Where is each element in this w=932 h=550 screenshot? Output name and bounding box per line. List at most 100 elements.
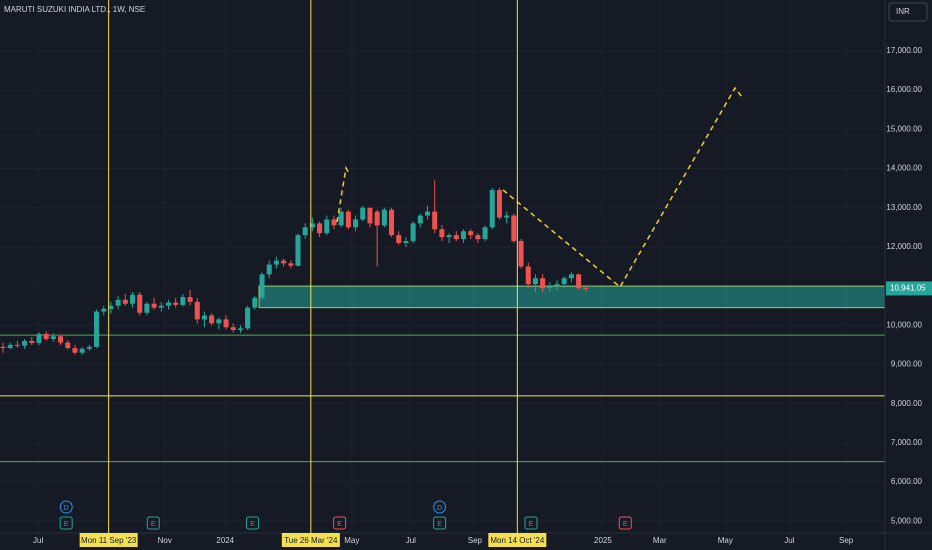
candle-body: [525, 266, 531, 285]
candle-body: [144, 303, 150, 313]
candle-body: [79, 348, 85, 353]
candle-body: [94, 311, 100, 347]
last-price-label: 10,941.05: [890, 284, 926, 293]
candle-body: [194, 301, 200, 320]
candle-body: [367, 207, 373, 224]
candle-body: [554, 284, 560, 287]
date-label: Tue 26 Mar '24: [284, 536, 338, 545]
x-tick-label: Nov: [158, 536, 172, 545]
candle-body: [345, 211, 351, 228]
candle-body: [288, 263, 294, 266]
x-tick-label: Sep: [468, 536, 483, 545]
y-tick-label: 17,000.00: [886, 46, 922, 55]
event-label: E: [151, 521, 156, 528]
y-tick-label: 10,000.00: [886, 320, 922, 329]
candle-body: [273, 260, 279, 265]
event-marker: [246, 516, 260, 530]
candle-body: [324, 219, 330, 234]
candle-body: [259, 274, 265, 298]
y-tick-label: 6,000.00: [891, 477, 923, 486]
event-label: E: [437, 521, 442, 528]
candle-body: [338, 211, 344, 226]
candle-body: [0, 346, 6, 349]
event-label: E: [337, 521, 342, 528]
candle-body: [252, 297, 258, 308]
candle-body: [547, 286, 553, 289]
candle-body: [245, 307, 251, 329]
candle-body: [151, 303, 157, 308]
candle-body: [389, 209, 395, 236]
zone: [258, 285, 886, 309]
candle-body: [432, 211, 438, 230]
candle-body: [511, 215, 517, 242]
event-label: E: [250, 521, 255, 528]
candle-body: [496, 190, 502, 218]
candle-body: [453, 235, 459, 240]
candle-body: [230, 327, 236, 330]
event-marker: [333, 516, 347, 530]
event-label: E: [529, 521, 534, 528]
candle-body: [360, 207, 366, 220]
candle-body: [158, 305, 164, 308]
candle-body: [266, 264, 272, 275]
candle-body: [223, 319, 229, 328]
candle-body: [475, 235, 481, 240]
x-tick-label: May: [718, 536, 733, 545]
candle-body: [180, 297, 186, 305]
x-tick-label: 2025: [594, 536, 612, 545]
candle-body: [295, 235, 301, 266]
candle-body: [381, 209, 387, 226]
candle-body: [403, 241, 409, 243]
currency: INR: [896, 7, 910, 16]
x-tick-label: 2024: [216, 536, 234, 545]
candle-body: [504, 215, 510, 218]
y-tick-label: 5,000.00: [891, 516, 923, 525]
date-label-bg: [488, 533, 547, 547]
drawing-arrow: [502, 86, 743, 289]
event-marker: [524, 516, 538, 530]
y-tick-label: 14,000.00: [886, 164, 922, 173]
y-tick-label: 12,000.00: [886, 242, 922, 251]
candle-body: [36, 333, 42, 343]
date-label: Mon 14 Oct '24: [490, 536, 545, 545]
candle-body: [165, 302, 172, 306]
candle-body: [439, 229, 445, 238]
candle-body: [115, 299, 121, 306]
chart-title: MARUTI SUZUKI INDIA LTD., 1W, NSE: [4, 5, 145, 14]
candle-body: [173, 302, 179, 305]
y-tick-label: 8,000.00: [891, 399, 923, 408]
candle-body: [302, 227, 308, 236]
event-label: E: [64, 521, 69, 528]
y-tick-label: 15,000.00: [886, 124, 922, 133]
event-marker: [433, 500, 447, 514]
last-price-box: [886, 281, 932, 296]
y-tick-label: 9,000.00: [891, 360, 923, 369]
candle-body: [281, 260, 287, 264]
candle-body: [65, 342, 71, 349]
candle-body: [129, 294, 136, 304]
date-label-bg: [79, 533, 138, 547]
candle-body: [7, 344, 13, 349]
candle-body: [568, 274, 574, 279]
x-tick-label: Mar: [653, 536, 667, 545]
candle-body: [237, 328, 243, 330]
candle-body: [216, 319, 222, 324]
candle-body: [446, 235, 452, 238]
event-marker: [146, 516, 160, 530]
event-marker: [59, 500, 73, 514]
candle-body: [137, 294, 143, 313]
candle-body: [374, 211, 380, 226]
candle-body: [58, 336, 64, 343]
candle-body: [353, 219, 359, 228]
y-tick-label: 16,000.00: [886, 85, 922, 94]
event-label: E: [623, 521, 628, 528]
candle-body: [540, 278, 546, 289]
candle-body: [532, 278, 538, 285]
candle-body: [561, 278, 567, 285]
candle-body: [410, 223, 416, 242]
currency-box[interactable]: [888, 2, 928, 22]
candle-body: [468, 231, 474, 236]
candle-body: [72, 348, 78, 353]
x-tick-label: Jul: [33, 536, 43, 545]
